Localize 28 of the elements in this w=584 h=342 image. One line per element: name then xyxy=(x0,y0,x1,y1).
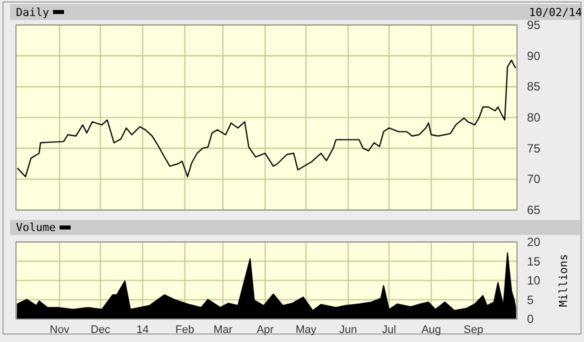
x-tick-label: Apr xyxy=(256,324,274,336)
x-tick-label: Nov xyxy=(50,324,70,336)
y-tick-label: 15 xyxy=(527,254,541,268)
x-tick-label: Jun xyxy=(339,324,358,336)
y-tick-label: 80 xyxy=(527,110,541,124)
x-tick-label: 14 xyxy=(136,324,149,336)
y-tick-label: 90 xyxy=(527,48,541,63)
y-tick-label: 0 xyxy=(527,312,534,326)
y-tick-label: 10 xyxy=(527,274,541,288)
x-tick-label: Sep xyxy=(464,324,484,336)
y-tick-label: 95 xyxy=(527,18,541,32)
chart-title: Daily xyxy=(16,6,50,19)
y-tick-label: 85 xyxy=(527,80,541,94)
x-tick-label: Jul xyxy=(382,324,396,336)
x-tick-label: Mar xyxy=(213,324,233,336)
x-tick-label: Feb xyxy=(175,324,194,336)
x-tick-label: Dec xyxy=(90,324,111,336)
chart-title: Volume xyxy=(16,221,56,234)
y-axis-title: Millions xyxy=(557,254,570,307)
x-tick-label: Aug xyxy=(421,324,442,336)
y-tick-label: 20 xyxy=(527,235,541,249)
y-tick-label: 75 xyxy=(527,141,541,156)
x-tick-label: May xyxy=(296,324,317,336)
y-tick-label: 5 xyxy=(527,292,534,307)
y-tick-label: 65 xyxy=(527,203,541,217)
text: 10/02/14 xyxy=(529,6,582,19)
y-tick-label: 70 xyxy=(527,172,541,186)
line-series xyxy=(16,60,516,178)
